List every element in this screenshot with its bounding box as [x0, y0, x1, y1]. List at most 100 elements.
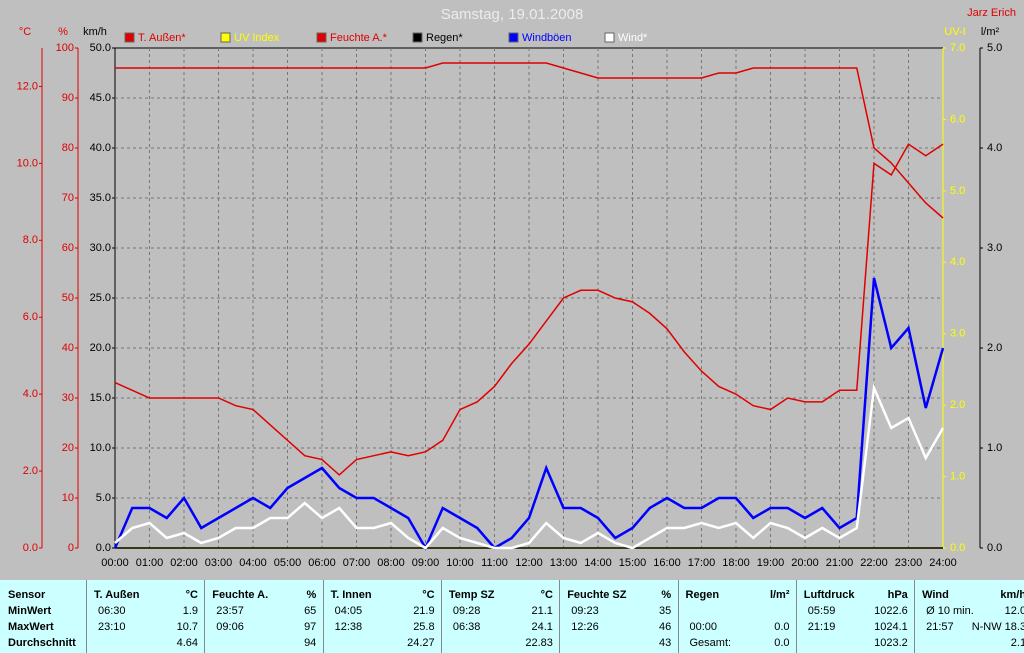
- x-tick-label: 15:00: [619, 557, 647, 569]
- axis-unit: UV-I: [944, 26, 965, 38]
- x-tick-label: 24:00: [929, 557, 957, 569]
- table-cell: Feuchte SZ: [567, 589, 627, 601]
- series-line: [113, 277, 945, 551]
- table-cell: hPa: [887, 589, 908, 601]
- table-cell: l/m²: [769, 589, 790, 601]
- table-cell: 05:59: [807, 605, 836, 617]
- y-tick-label: 10: [62, 492, 74, 504]
- legend-label: Windböen: [522, 32, 572, 44]
- x-tick-label: 02:00: [170, 557, 198, 569]
- table-cell: 10.7: [176, 621, 198, 633]
- x-tick-label: 13:00: [550, 557, 578, 569]
- legend-swatch: [412, 32, 423, 43]
- y-tick-label: 45.0: [90, 92, 111, 104]
- y-tick-label: 100: [56, 42, 74, 54]
- axis-unit: km/h: [83, 26, 107, 38]
- legend-swatch: [316, 32, 327, 43]
- legend-label: Wind*: [618, 32, 648, 44]
- y-tick-label: 8.0: [23, 234, 38, 246]
- table-cell: 43: [658, 637, 672, 649]
- table-cell: 0.0: [774, 621, 790, 633]
- table-cell: 1022.6: [874, 605, 908, 617]
- table-cell: Gesamt:: [689, 637, 732, 649]
- column-separator: [86, 580, 87, 653]
- x-tick-label: 05:00: [274, 557, 302, 569]
- y-tick-label: 6.0: [23, 311, 38, 323]
- table-cell: 46: [658, 621, 672, 633]
- axis-unit: l/m²: [981, 26, 1000, 38]
- table-cell: 21.9: [413, 605, 435, 617]
- table-cell: %: [306, 589, 317, 601]
- legend-swatch: [508, 32, 519, 43]
- x-tick-label: 16:00: [653, 557, 681, 569]
- table-cell: Feuchte A.: [212, 589, 269, 601]
- column-separator: [914, 580, 916, 653]
- y-tick-label: 2.0: [950, 399, 965, 411]
- table-cell: 22.83: [525, 637, 553, 649]
- table-cell: 24.1: [531, 621, 553, 633]
- x-tick-label: 17:00: [688, 557, 716, 569]
- table-cell: Temp SZ: [448, 589, 495, 601]
- series-line: [114, 143, 944, 476]
- legend-label: T. Außen*: [138, 32, 186, 44]
- y-tick-label: 4.0: [23, 388, 38, 400]
- chart-title: Samstag, 19.01.2008: [441, 6, 584, 23]
- table-cell: 21:19: [807, 621, 836, 633]
- x-tick-label: 04:00: [239, 557, 267, 569]
- y-tick-label: 0: [68, 542, 74, 554]
- x-tick-label: 06:00: [308, 557, 336, 569]
- x-tick-label: 09:00: [412, 557, 440, 569]
- table-cell: 04:05: [334, 605, 363, 617]
- table-cell: 1.9: [182, 605, 198, 617]
- y-tick-label: 20.0: [90, 342, 111, 354]
- table-cell: 06:30: [98, 605, 126, 617]
- table-cell: 23:10: [98, 621, 126, 633]
- table-cell: °C: [540, 589, 553, 601]
- table-cell: Durchschnitt: [8, 637, 76, 649]
- table-cell: 1023.2: [874, 637, 908, 649]
- y-tick-label: 60: [62, 242, 74, 254]
- table-cell: 21.1: [531, 605, 553, 617]
- table-cell: 06:38: [452, 621, 481, 633]
- table-cell: 12:26: [571, 621, 599, 633]
- y-tick-label: 70: [62, 192, 74, 204]
- y-tick-label: 0.0: [987, 542, 1002, 554]
- table-cell: T. Innen: [330, 589, 372, 601]
- y-tick-label: 50: [62, 292, 74, 304]
- x-tick-label: 23:00: [895, 557, 923, 569]
- y-tick-label: 25.0: [90, 292, 111, 304]
- table-cell: 25.8: [413, 621, 435, 633]
- legend-swatch: [604, 32, 615, 43]
- table-cell: 4.64: [176, 637, 198, 649]
- y-tick-label: 1.0: [950, 470, 965, 482]
- y-tick-label: 3.0: [987, 242, 1002, 254]
- y-tick-label: 40.0: [90, 142, 111, 154]
- y-tick-label: 4.0: [950, 256, 965, 268]
- x-tick-label: 01:00: [136, 557, 164, 569]
- x-tick-label: 00:00: [101, 557, 129, 569]
- legend-label: UV Index: [234, 32, 280, 44]
- y-tick-label: 15.0: [90, 392, 111, 404]
- table-cell: 12:38: [334, 621, 363, 633]
- legend-label: Feuchte A.*: [330, 32, 388, 44]
- x-tick-label: 18:00: [722, 557, 750, 569]
- legend-swatch: [220, 32, 231, 43]
- x-tick-label: 20:00: [791, 557, 819, 569]
- table-cell: °C: [185, 589, 198, 601]
- x-tick-label: 11:00: [481, 557, 508, 569]
- table-cell: 97: [304, 621, 317, 633]
- table-cell: 23:57: [216, 605, 244, 617]
- author: Jarz Erich: [967, 7, 1016, 19]
- table-cell: N-NW 18.3: [971, 621, 1024, 633]
- column-separator: [795, 580, 797, 653]
- y-tick-label: 50.0: [90, 42, 111, 54]
- y-tick-label: 7.0: [950, 42, 965, 54]
- y-tick-label: 5.0: [987, 42, 1002, 54]
- y-tick-label: 0.0: [23, 542, 38, 554]
- y-tick-label: 30.0: [90, 242, 111, 254]
- y-tick-label: 12.0: [17, 80, 38, 92]
- column-separator: [322, 580, 324, 653]
- table-cell: %: [661, 589, 672, 601]
- table-cell: 09:28: [452, 605, 481, 617]
